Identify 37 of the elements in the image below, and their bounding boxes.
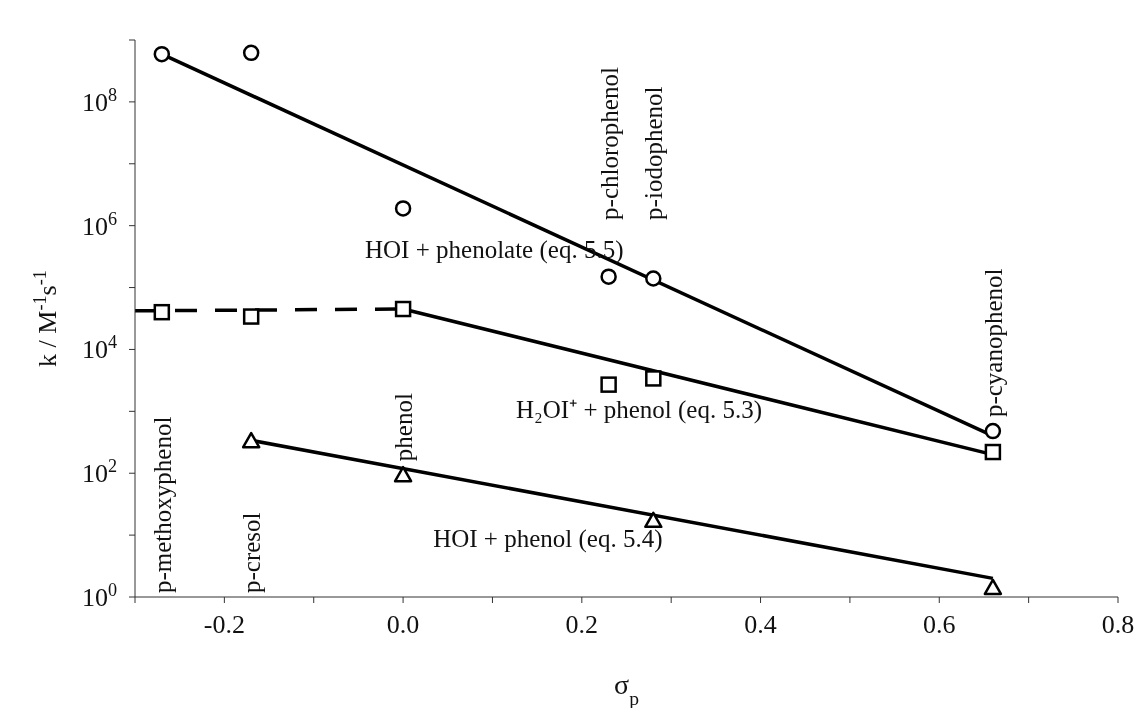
point bbox=[984, 443, 1002, 461]
point bbox=[394, 300, 412, 318]
point bbox=[153, 303, 171, 321]
x-tick-label: 0.0 bbox=[386, 610, 420, 639]
point bbox=[394, 200, 412, 217]
point bbox=[984, 422, 1002, 440]
point bbox=[242, 308, 260, 325]
y-tick-label: 10$^{2}$ bbox=[81, 456, 117, 489]
annotation: p-iodophenol bbox=[639, 86, 667, 220]
point bbox=[393, 465, 413, 483]
point bbox=[645, 270, 662, 287]
point bbox=[153, 45, 171, 63]
point bbox=[645, 370, 662, 387]
point bbox=[242, 44, 260, 62]
y-tick-label: 10$^{8}$ bbox=[81, 84, 117, 117]
annotation: p-cresol bbox=[237, 512, 265, 593]
annotation: p-cyanophenol bbox=[979, 268, 1007, 418]
point bbox=[600, 268, 617, 285]
series-label: HOI + phenolate (eq. 5.5) bbox=[365, 235, 624, 264]
series-label: H₂OI⁺ + phenol (eq. 5.3) bbox=[515, 395, 763, 424]
x-tick-label: -0.2 bbox=[203, 610, 245, 639]
x-tick-label: 0.6 bbox=[923, 610, 956, 639]
x-tick-label: 0.4 bbox=[744, 610, 777, 639]
point bbox=[983, 578, 1003, 596]
y-tick-label: 10$^{6}$ bbox=[81, 208, 117, 241]
point bbox=[644, 511, 663, 529]
y-tick-label: 10$^{0}$ bbox=[81, 580, 117, 612]
annotation: p-chlorophenol bbox=[595, 67, 623, 220]
point bbox=[600, 376, 617, 393]
annotation: phenol bbox=[389, 393, 417, 462]
series-label: HOI + phenol (eq. 5.4) bbox=[433, 524, 663, 553]
x-axis-title: σ$_{p}$ bbox=[614, 669, 640, 709]
point bbox=[241, 431, 261, 449]
x-tick-label: 0.8 bbox=[1101, 610, 1135, 639]
x-tick-label: 0.2 bbox=[565, 610, 599, 639]
y-tick-label: 10$^{4}$ bbox=[81, 332, 117, 365]
annotation: p-methoxyphenol bbox=[148, 416, 176, 593]
